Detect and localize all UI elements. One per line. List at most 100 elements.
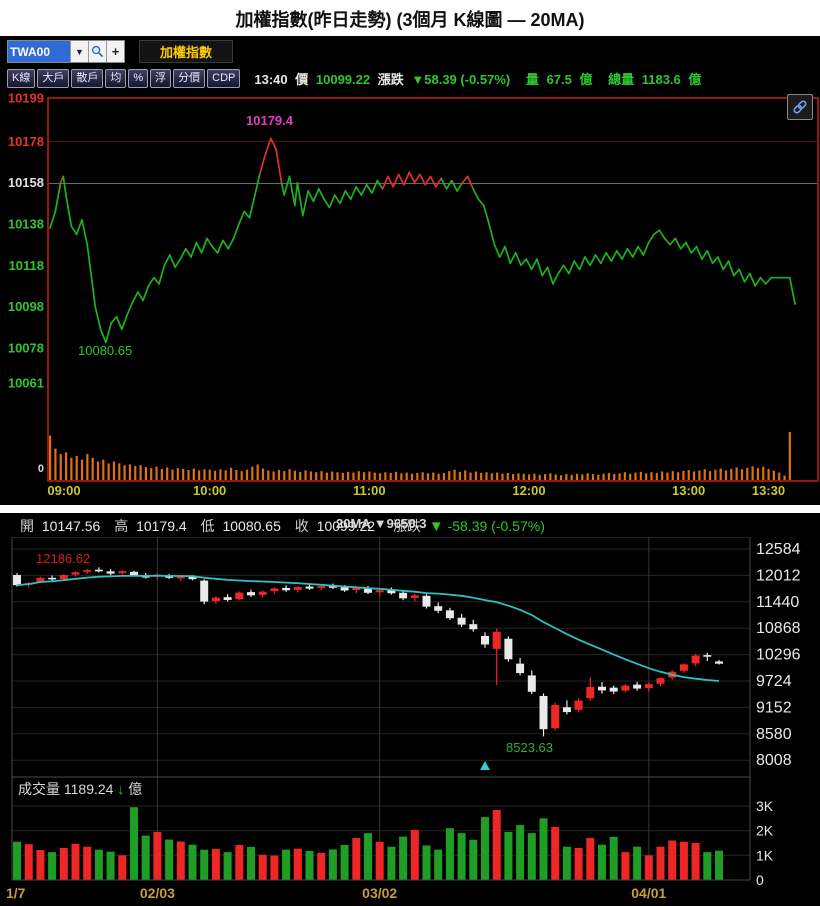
chart-toolbar: K線 大戶 散戶均% 浮分價 CDP 13:40 價 10099.22 漲跌 ▼58.3… (7, 67, 705, 89)
x-axis-label: 10:00 (193, 483, 226, 498)
ma-legend: 20MA ▼9650.3 (336, 516, 427, 531)
ma-line (16, 574, 720, 682)
toolbar-button-5[interactable]: 浮 (150, 68, 172, 88)
y-axis-label: 10061 (8, 375, 44, 390)
low-annotation: 8523.63 (506, 740, 553, 755)
intraday-volume-bars (49, 431, 791, 480)
toolbar-button-0[interactable]: K線 (7, 68, 36, 88)
y-axis-label: 10098 (8, 299, 44, 314)
price-axis-label: 10868 (756, 620, 801, 637)
toolbar-button-4[interactable]: % (128, 68, 149, 88)
date-axis-label: 03/02 (362, 885, 397, 901)
x-axis-label: 13:00 (672, 483, 705, 498)
volume-axis-label: 2K (756, 823, 774, 839)
search-icon (91, 45, 104, 58)
y-axis-label: 10158 (8, 175, 44, 190)
volume-unit: 億 (579, 71, 593, 87)
toolbar-button-2[interactable]: 散戶 (71, 68, 104, 88)
toolbar-button-6[interactable]: 分價 (173, 68, 206, 88)
status-bar: 13:40 價 10099.22 漲跌 ▼58.39 (-0.57%) 量 67… (254, 69, 705, 88)
price-axis-label: 8008 (756, 752, 792, 769)
intraday-svg: 10199 10178 10158 10138 10118 10098 10078 10061… (8, 91, 819, 498)
status-time: 13:40 (254, 71, 288, 87)
date-axis-label: 1/7 (6, 885, 26, 901)
date-axis-label: 02/03 (140, 885, 175, 901)
volume-header: 成交量 1189.24 ↓ 億 (18, 779, 142, 799)
toolbar-button-3[interactable]: 均 (105, 68, 127, 88)
price-value: 10099.22 (315, 71, 371, 87)
change-value: ▼58.39 (-0.57%) (411, 71, 511, 87)
close-label: 收 (294, 518, 309, 534)
kline-ohlc-header: 開 10147.56 高 10179.4 低 10080.65 收 10099.… (20, 516, 545, 536)
low-label: 低 (200, 518, 215, 534)
plot-border (47, 97, 819, 482)
add-button[interactable]: + (106, 41, 124, 62)
volume-header-label: 成交量 (18, 781, 60, 797)
total-volume-unit: 億 (688, 71, 702, 87)
symbol-dropdown-button[interactable]: ▼ (70, 41, 88, 62)
chart-mode-buttons: K線 大戶 散戶均% 浮分價 CDP (7, 68, 242, 88)
page-title: 加權指數(昨日走勢) (3個月 K線圖 — 20MA) (235, 10, 585, 30)
high-value: 10179.4 (136, 518, 187, 534)
symbol-input[interactable] (8, 41, 70, 62)
kline-panel: 開 10147.56 高 10179.4 低 10080.65 收 10099.… (0, 513, 820, 906)
total-volume-label: 總量 (608, 71, 635, 87)
price-axis-label: 12584 (756, 541, 801, 558)
kline-volume-bars (13, 807, 723, 880)
kline-change-value: -58.39 (-0.57%) (447, 518, 545, 534)
kline-change-label: 漲跌 (392, 518, 421, 534)
link-icon (793, 100, 807, 114)
low-marker-triangle-icon (480, 761, 490, 770)
volume-value: 67.5 (546, 71, 572, 87)
open-label: 開 (20, 518, 34, 534)
link-button[interactable] (787, 94, 813, 120)
price-axis-label: 9724 (756, 673, 792, 690)
kline-svg: 12584 12012 11440 10868 10296 9724 9152 8580 800… (6, 537, 801, 901)
date-axis-label: 04/01 (631, 885, 666, 901)
open-value: 10147.56 (41, 518, 101, 534)
volume-header-value: 1189.24 (63, 781, 114, 797)
symbol-toolbar: ▼ + 加權指數 (7, 40, 233, 63)
x-axis-label: 11:00 (353, 483, 386, 498)
symbol-combo: ▼ + (7, 40, 125, 63)
price-axis-label: 10296 (756, 647, 801, 664)
price-label: 價 (295, 71, 309, 87)
high-annotation: 12186.62 (36, 551, 90, 566)
y-axis-label: 10118 (9, 258, 44, 273)
y-axis-label: 10138 (8, 216, 44, 231)
toolbar-button-7[interactable]: CDP (207, 68, 241, 88)
x-axis-label: 09:00 (47, 483, 80, 498)
kline-border (11, 537, 751, 881)
volume-header-unit: 億 (128, 781, 143, 797)
y-axis-label: 10199 (8, 91, 44, 106)
high-label: 高 (114, 518, 129, 534)
y-axis-label: 10178 (8, 134, 44, 149)
volume-down-arrow-icon: ↓ (117, 781, 125, 797)
volume-axis-label: 0 (756, 872, 764, 888)
high-annotation: 10179.4 (246, 113, 294, 128)
price-axis-label: 12012 (756, 567, 801, 584)
candles (13, 567, 723, 737)
x-axis-label: 12:00 (512, 483, 545, 498)
low-value: 10080.65 (222, 518, 281, 534)
intraday-price-line (49, 137, 796, 344)
low-annotation: 10080.65 (78, 343, 132, 358)
search-button[interactable] (88, 41, 106, 62)
change-label: 漲跌 (377, 71, 404, 87)
price-axis-label: 9152 (756, 699, 792, 716)
tab-weighted-index[interactable]: 加權指數 (139, 40, 233, 63)
volume-axis-label: 3K (756, 798, 774, 814)
price-axis-label: 11440 (756, 594, 799, 611)
toolbar-button-1[interactable]: 大戶 (37, 68, 70, 88)
close-value: 10099.22 (316, 518, 376, 534)
volume-zero-label: 0 (38, 463, 44, 475)
volume-label: 量 (525, 71, 539, 87)
total-volume-value: 1183.6 (641, 71, 681, 87)
x-axis-label: 13:30 (752, 483, 785, 498)
y-axis-label: 10078 (8, 340, 44, 355)
price-axis-label: 8580 (756, 726, 792, 743)
volume-axis-label: 1K (756, 847, 774, 863)
kline-change-arrow: ▼ (428, 518, 444, 535)
